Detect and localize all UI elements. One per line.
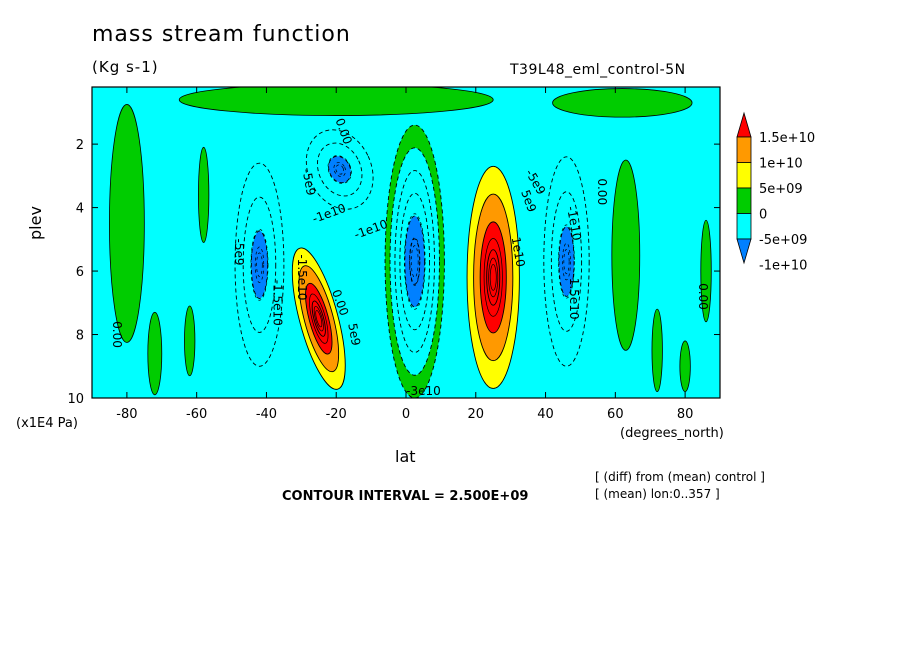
green-blob-nh-bottom: [679, 340, 691, 393]
sh-positive-cell-inner-line-1: [309, 293, 329, 344]
chart-title: mass stream function: [92, 22, 351, 47]
colorbar-label-1: 1e+10: [759, 157, 803, 172]
x-tick-label--60: -60: [186, 407, 207, 422]
contour-interval: CONTOUR INTERVAL = 2.500E+09: [282, 489, 529, 504]
contour-label-15: -1e10: [564, 205, 584, 242]
colorbar-label-5: -1e+10: [759, 259, 807, 274]
contour-label-5: -5e9: [232, 239, 246, 266]
x-tick-label-40: 40: [537, 407, 554, 422]
green-column-left: [109, 104, 145, 343]
green-column-right: [611, 159, 641, 351]
sh-positive-cell-inner-line-3: [315, 310, 323, 328]
nh-outer-cell-inner-line-2: [562, 242, 571, 281]
contour-label-8: 5e9: [345, 322, 363, 347]
x-tick-label-60: 60: [607, 407, 624, 422]
contour-label-13: 1e10: [509, 236, 528, 268]
colorbar-bin-4: [736, 213, 752, 240]
sh-upper-cell-inner-line-1: [327, 155, 352, 184]
contour-label-6: -1.5e10: [270, 280, 284, 326]
equatorial-cell-inner-line-1: [403, 213, 426, 310]
sh-upper-cell: [305, 129, 374, 210]
contour-label-16: -1.5e10: [567, 273, 581, 319]
x-tick-label--20: -20: [326, 407, 347, 422]
sh-positive-cell-inner-line-2: [313, 305, 324, 332]
colorbar-label-2: 5e+09: [759, 182, 803, 197]
y-axis-unit: (x1E4 Pa): [16, 416, 78, 431]
sh-outer-cell-inner-line-2: [254, 246, 265, 283]
sh-positive-cell-level-4: [311, 300, 326, 337]
colorbar-label-0: 1.5e+10: [759, 131, 815, 146]
nh-outer-cell-level-3: [558, 226, 575, 297]
nh-positive-cell: [466, 165, 520, 389]
x-tick-label--80: -80: [116, 407, 137, 422]
nh-positive-cell-inner-line-3: [489, 264, 497, 291]
nh-positive-cell-inner-line-1: [483, 238, 503, 317]
nh-outer-cell-inner-line-1: [558, 224, 575, 299]
chart-units: (Kg s-1): [92, 58, 159, 76]
green-blob-sh-mid: [184, 305, 196, 377]
green-blob-nh-edge: [700, 219, 712, 323]
nh-outer-cell: [543, 156, 590, 367]
green-blob-sh-upper: [198, 146, 210, 243]
colorbar-bin-2: [736, 162, 752, 189]
equatorial-cell-inner-line-2: [409, 237, 421, 286]
contour-label-17: 0.00: [595, 178, 609, 205]
x-axis-label: lat: [395, 447, 416, 466]
y-tick-label-4: 4: [76, 202, 84, 217]
equatorial-cell: [384, 124, 445, 398]
colorbar-label-3: 0: [759, 208, 767, 223]
colorbar: 1.5e+10 1e+10 5e+09 0 -5e+09 -1e+10: [736, 111, 815, 274]
y-axis-label: plev: [26, 206, 45, 240]
green-band-top-right: [552, 88, 693, 118]
contour-label-11: -3e10: [406, 384, 441, 398]
colorbar-top-arrow: [736, 111, 752, 138]
sh-upper-cell-inner-line-2: [333, 162, 346, 177]
green-blob-nh-lower: [651, 308, 663, 393]
sh-upper-cell-inner-line-3: [335, 164, 344, 175]
sh-outer-cell: [234, 162, 285, 367]
x-axis-unit: (degrees_north): [620, 426, 724, 441]
nh-outer-cell-inner-line-3: [563, 248, 570, 275]
y-tick-label-8: 8: [76, 329, 84, 344]
colorbar-bin-3: [736, 187, 752, 214]
sh-outer-cell-inner-line-1: [250, 228, 269, 301]
colorbar-bin-1: [736, 136, 752, 163]
sh-upper-cell-level-3: [328, 155, 352, 184]
x-tick-label-20: 20: [468, 407, 485, 422]
x-tick-label--40: -40: [256, 407, 277, 422]
sh-outer-cell-inner-line-3: [256, 252, 263, 277]
x-tick-label-0: 0: [402, 407, 410, 422]
y-tick-label-10: 10: [67, 392, 84, 407]
contour-label-9: -1.5e10: [295, 254, 309, 300]
note-mean: [ (mean) lon:0..357 ]: [595, 487, 720, 501]
experiment-label: T39L48_eml_control-5N: [510, 62, 686, 78]
nh-positive-cell-inner-line-2: [488, 257, 499, 298]
sh-outer-cell-level-3: [250, 230, 269, 300]
y-tick-label-2: 2: [76, 138, 84, 153]
green-blob-sh-lower: [147, 311, 163, 396]
green-band-top: [178, 87, 494, 116]
y-tick-label-6: 6: [76, 265, 84, 280]
sh-positive-cell: [291, 247, 346, 390]
equatorial-cell-inner-line-3: [410, 245, 419, 278]
colorbar-label-4: -5e+09: [759, 233, 807, 248]
note-diff: [ (diff) from (mean) control ]: [595, 470, 765, 484]
x-tick-label-80: 80: [677, 407, 694, 422]
contour-label-18: 0.00: [696, 283, 710, 310]
plot-area: 0.00-5e9-1e10-1e10-5e9-1.5e10 0.005e9-1.5…: [92, 87, 720, 398]
contour-label-2: -5e9: [300, 168, 318, 197]
contour-label-10: 0.00: [110, 321, 124, 348]
colorbar-bottom-arrow: [736, 238, 752, 265]
